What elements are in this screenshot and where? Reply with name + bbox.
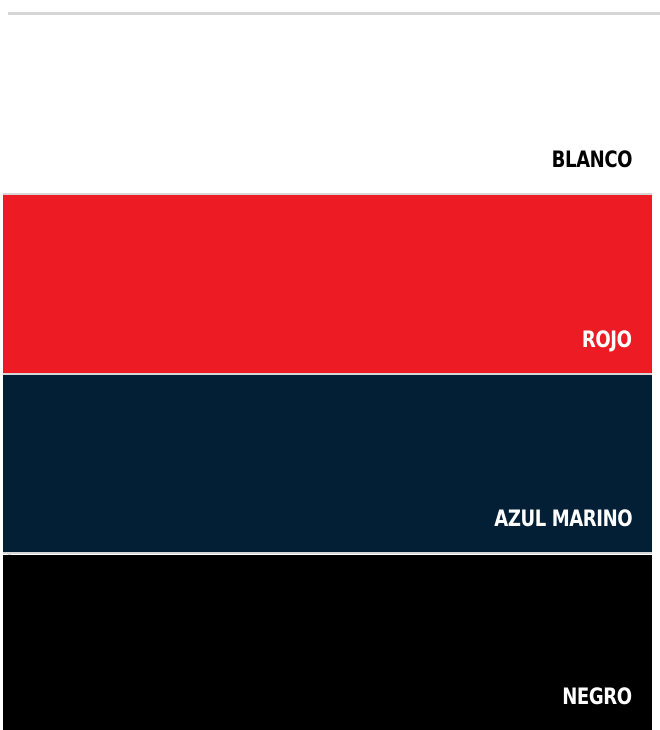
swatch-negro[interactable]: NEGRO <box>3 555 652 730</box>
swatch-rojo[interactable]: ROJO <box>3 195 652 373</box>
swatch-divider <box>3 193 652 195</box>
swatch-divider <box>3 552 652 554</box>
swatch-azul-marino[interactable]: AZUL MARINO <box>3 375 652 552</box>
swatch-label-blanco: BLANCO <box>551 148 633 173</box>
swatch-label-negro: NEGRO <box>562 685 633 710</box>
swatch-label-azul-marino: AZUL MARINO <box>494 507 632 532</box>
swatch-divider <box>3 373 652 375</box>
swatch-blanco[interactable]: BLANCO <box>3 15 652 193</box>
swatch-label-rojo: ROJO <box>582 328 632 353</box>
